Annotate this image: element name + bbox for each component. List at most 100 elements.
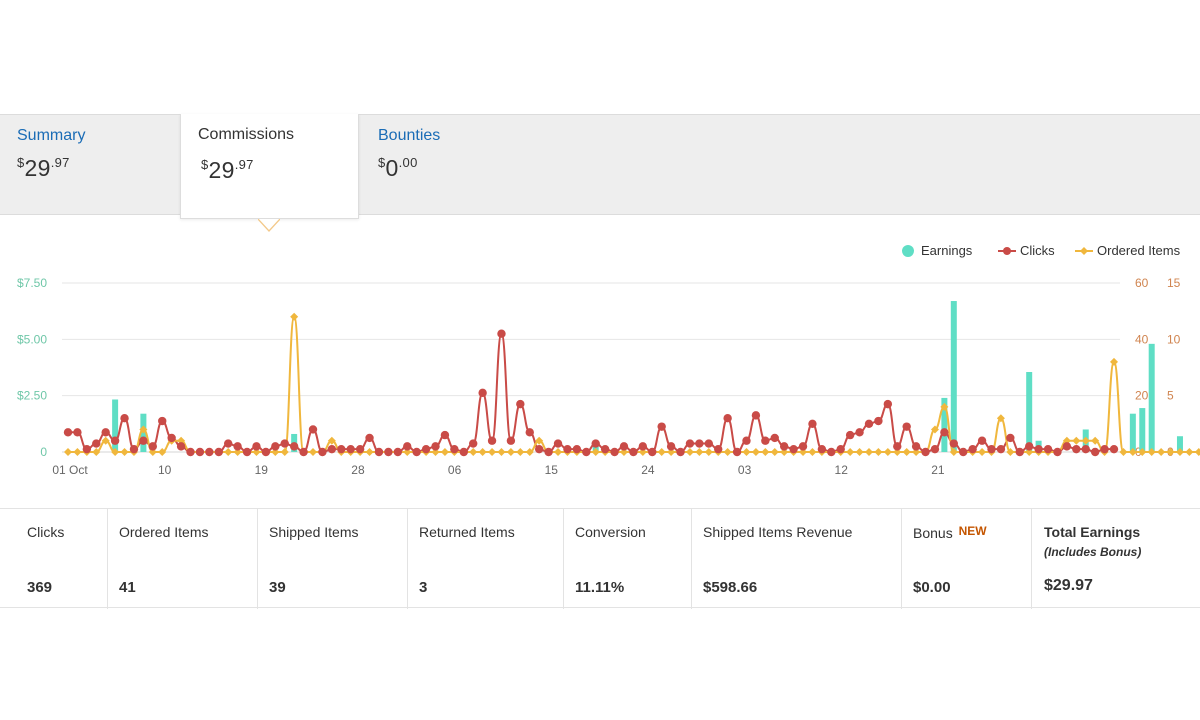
stat-label: Conversion [575, 524, 646, 540]
clicks-point [308, 425, 318, 434]
ordered-items-point [290, 312, 299, 321]
y-right-clicks-tick-label: 20 [1135, 389, 1149, 403]
clicks-point [186, 447, 195, 457]
clicks-point [770, 433, 779, 443]
clicks-point [242, 447, 252, 457]
clicks-point [233, 442, 242, 451]
clicks-point [874, 416, 883, 426]
clicks-point [129, 444, 139, 454]
clicks-point [346, 444, 355, 454]
y-right-items-tick-label: 15 [1167, 276, 1181, 290]
ordered-items-point [440, 448, 449, 456]
legend-earnings-label: Earnings [921, 243, 973, 258]
currency-symbol: $ [201, 157, 209, 172]
ordered-items-point [930, 425, 939, 434]
stat-value: $0.00 [913, 579, 951, 596]
y-left-tick-label: $2.50 [17, 389, 47, 403]
clicks-point [638, 442, 648, 451]
earnings-bar [1129, 413, 1136, 452]
ordered-items-point [855, 448, 864, 456]
ordered-items-point [695, 448, 704, 456]
y-left-tick-label: $7.50 [17, 276, 47, 290]
clicks-point [139, 436, 148, 445]
clicks-point [120, 414, 129, 423]
tab-commissions-label: Commissions [198, 126, 295, 143]
selected-tab-caret-icon [258, 219, 280, 232]
clicks-point [544, 447, 553, 457]
ordered-items-point [516, 448, 525, 456]
stat-label: Returned Items [419, 524, 515, 540]
earnings-bar [941, 397, 948, 452]
clicks-point [1024, 442, 1034, 451]
clicks-point [666, 442, 676, 451]
clicks-point [836, 444, 845, 454]
earnings-chart: 0$2.50$5.00$7.50020406005101501 Oct10192… [17, 276, 1200, 477]
clicks-point [553, 439, 563, 448]
clicks-point [930, 444, 940, 454]
ordered-items-point [949, 448, 958, 456]
ordered-items-point [883, 448, 892, 456]
tab-summary[interactable]: Summary $29.97 [0, 115, 180, 216]
clicks-point [714, 444, 723, 454]
currency-symbol: $ [378, 155, 386, 170]
ordered-items-point [657, 448, 666, 456]
ordered-items-point [1185, 448, 1194, 456]
clicks-point [158, 416, 167, 426]
tab-commissions[interactable]: Commissions $29.97 [180, 114, 359, 219]
clicks-point [176, 442, 186, 451]
stat-conversion: Conversion 11.11% [564, 509, 692, 609]
clicks-point [1043, 444, 1053, 454]
stat-bonus: Bonus NEW $0.00 [902, 509, 1032, 609]
legend-ordered-items-label: Ordered Items [1097, 243, 1181, 258]
stats-summary-row: Clicks 369 Ordered Items 41 Shipped Item… [0, 508, 1200, 609]
clicks-line-dot-icon [998, 246, 1016, 255]
stat-value: 369 [27, 579, 53, 596]
x-tick-label: 24 [641, 463, 655, 477]
clicks-point [864, 419, 874, 429]
bonus-label: Bonus [913, 525, 953, 541]
clicks-point [365, 433, 374, 443]
earnings-bar [950, 301, 957, 452]
ordered-items-point [996, 414, 1005, 423]
ordered-items-point [1119, 448, 1128, 456]
clicks-point [73, 428, 82, 437]
clicks-point [469, 439, 478, 448]
y-left-tick-label: 0 [40, 445, 47, 459]
clicks-point [280, 439, 289, 448]
ordered-items-point [478, 448, 487, 456]
legend-ordered-items[interactable]: Ordered Items [1075, 243, 1180, 258]
ordered-items-point [591, 448, 600, 456]
ordered-items-point [761, 448, 770, 456]
clicks-point [506, 436, 516, 445]
ordered-items-point [111, 448, 120, 456]
clicks-point [374, 447, 384, 457]
tab-bounties[interactable]: Bounties $0.00 [361, 115, 541, 216]
stat-label: Ordered Items [119, 524, 209, 540]
clicks-point [195, 447, 205, 457]
clicks-point [355, 444, 365, 454]
legend-earnings[interactable]: Earnings [902, 243, 972, 258]
new-badge: NEW [958, 524, 987, 538]
ordered-items-point [1147, 448, 1156, 456]
legend-clicks[interactable]: Clicks [998, 243, 1055, 258]
earnings-dot-icon [902, 244, 914, 257]
clicks-point [845, 430, 855, 440]
ordered-items-point [224, 448, 233, 456]
x-tick-label: 10 [158, 463, 172, 477]
clicks-point [940, 428, 949, 437]
clicks-point [393, 447, 403, 457]
clicks-point [798, 442, 808, 451]
stat-returned-items: Returned Items 3 [408, 509, 564, 609]
clicks-point [817, 444, 827, 454]
ordered-items-point [1166, 448, 1175, 456]
clicks-point [563, 444, 572, 454]
clicks-point [572, 444, 582, 454]
ordered-items-point [1175, 448, 1184, 456]
ordered-items-point [1194, 448, 1200, 456]
ordered-items-point [742, 448, 751, 456]
clicks-point [648, 447, 657, 457]
x-tick-label: 28 [351, 463, 365, 477]
clicks-point [205, 447, 214, 457]
clicks-point [223, 439, 233, 448]
clicks-point [384, 447, 393, 457]
